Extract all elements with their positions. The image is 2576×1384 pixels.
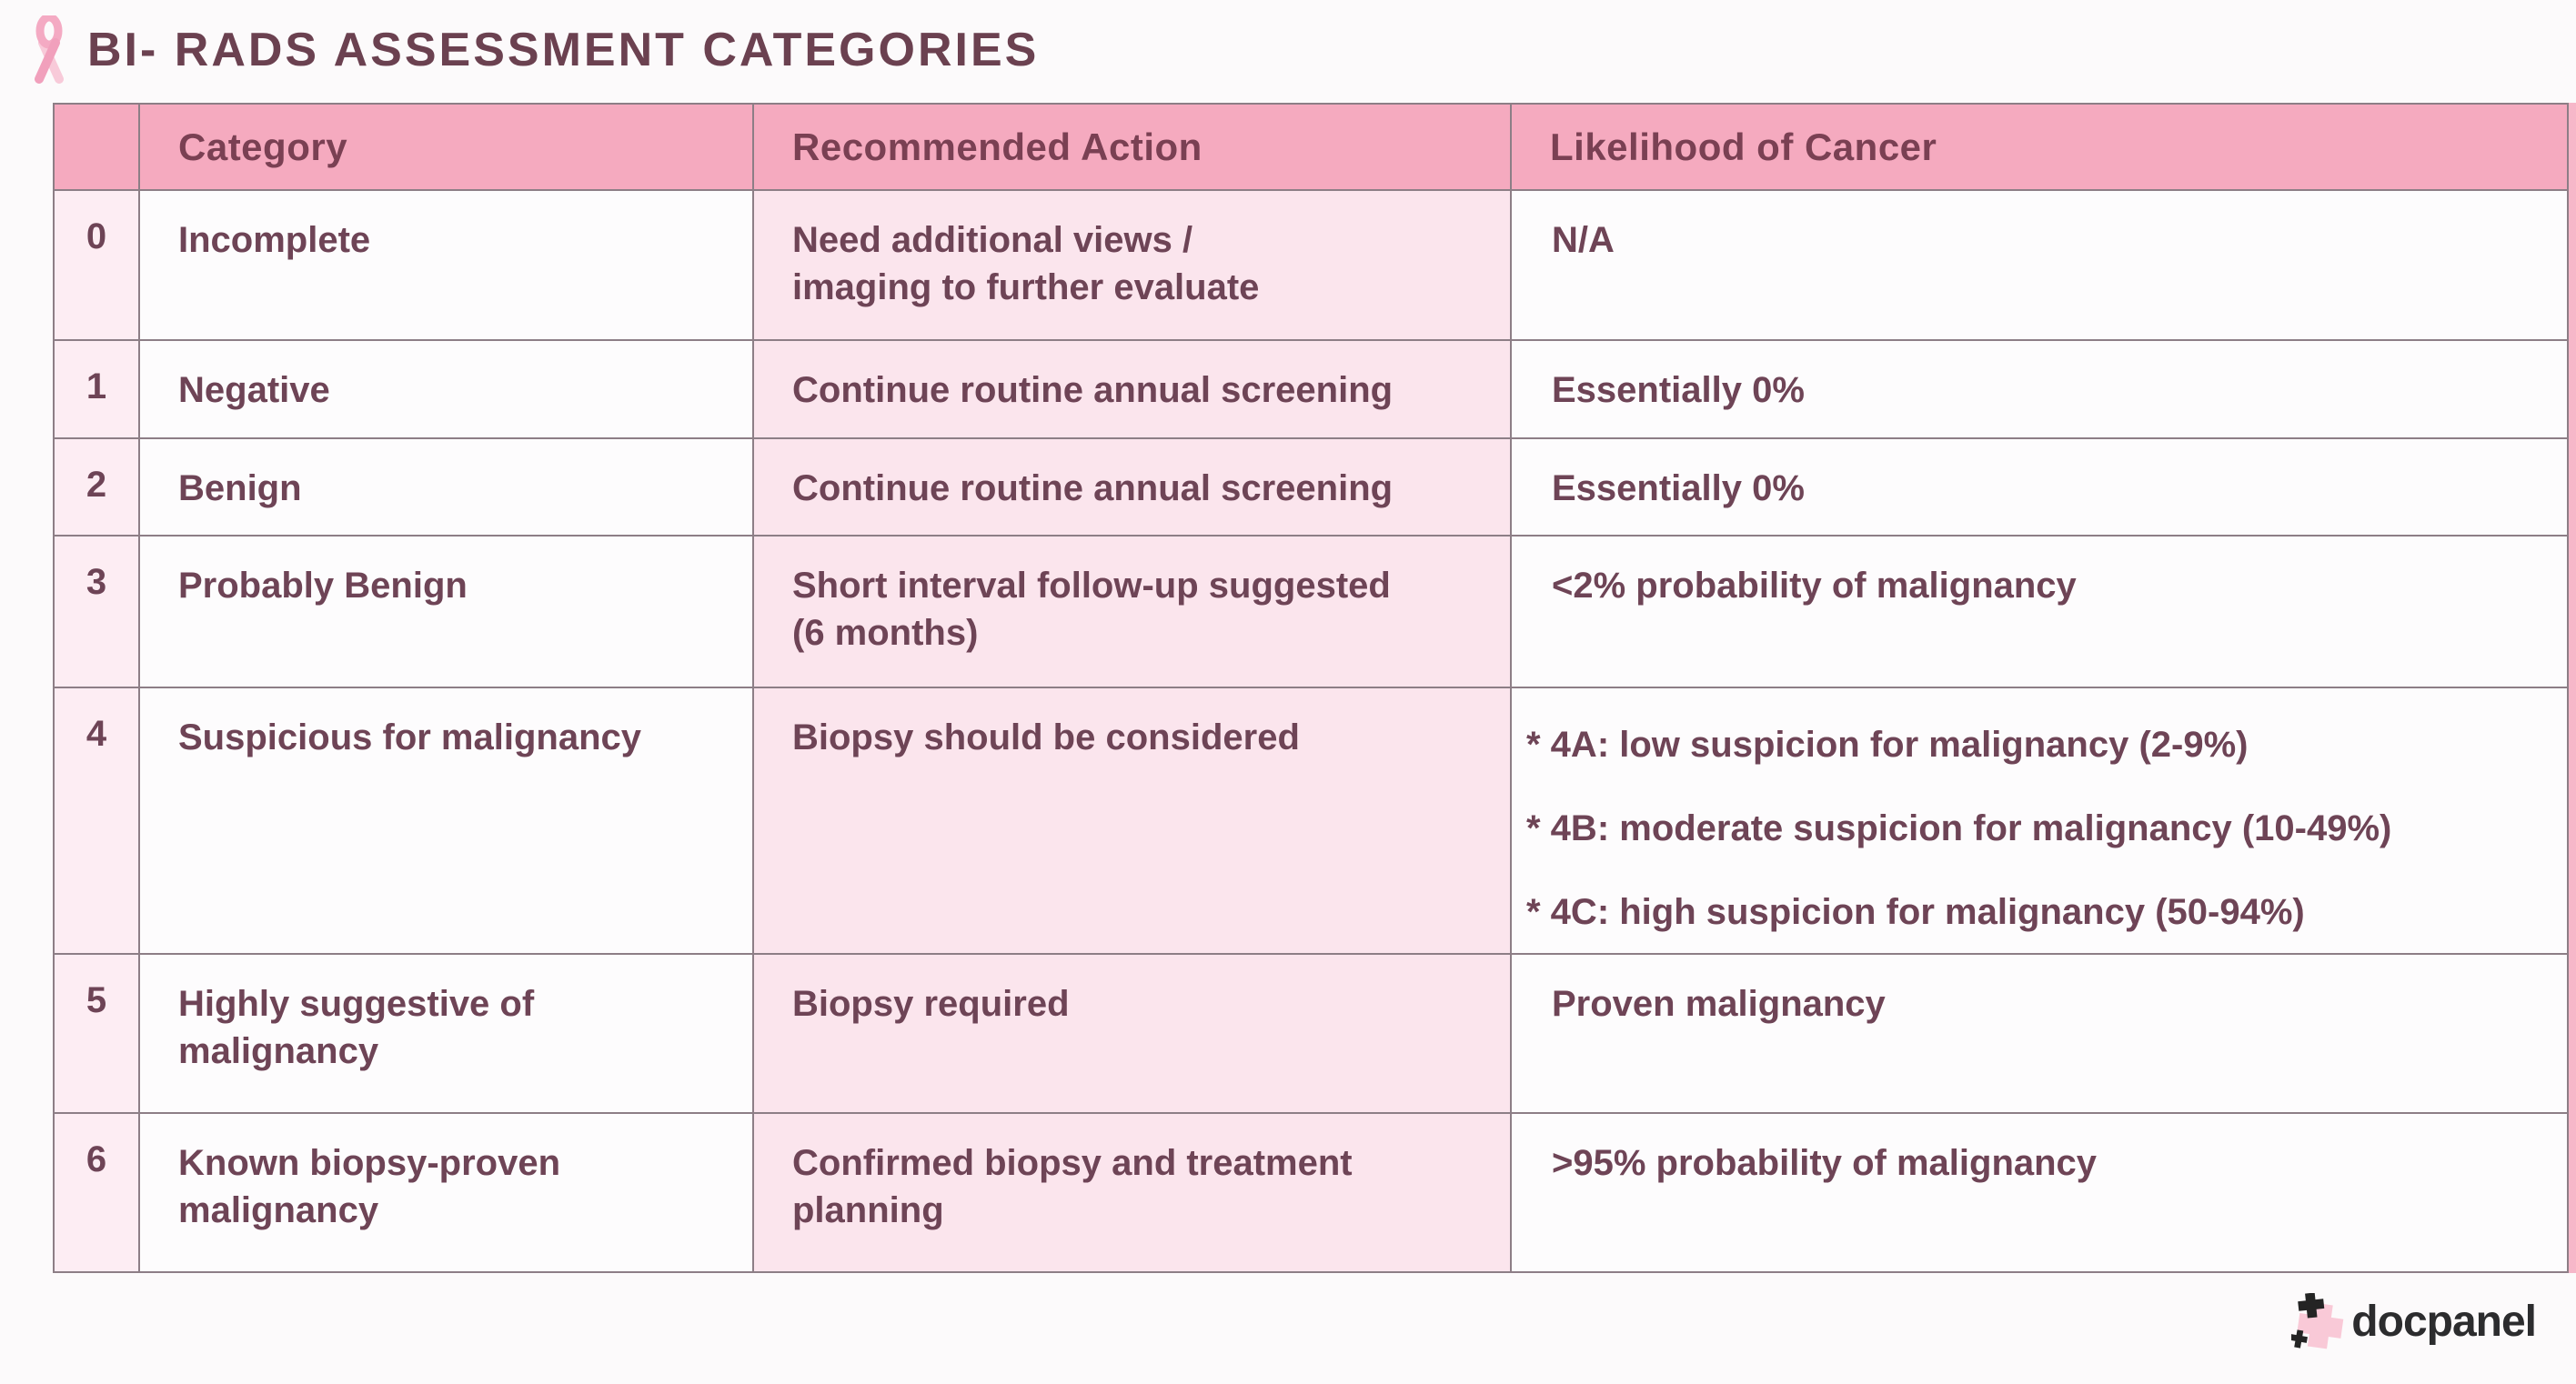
cell-text-line: malignancy	[178, 1190, 379, 1230]
recommended-action-cell: Confirmed biopsy and treatment planning	[754, 1114, 1512, 1273]
column-header-category: Category	[140, 105, 754, 191]
row-number-cell: 3	[55, 537, 140, 688]
cell-text-line: * 4B: moderate suspicion for malignancy …	[1526, 808, 2392, 848]
birads-table: Category Recommended Action Likelihood o…	[53, 103, 2569, 1273]
cell-text-line: Essentially 0%	[1552, 468, 1805, 508]
likelihood-cell: >95% probability of malignancy	[1512, 1114, 2569, 1273]
title-bar: BI- RADS ASSESSMENT CATEGORIES	[0, 0, 2576, 84]
cell-text-line: Continue routine annual screening	[792, 468, 1394, 508]
category-cell: Highly suggestive of malignancy	[140, 955, 754, 1114]
cell-text-line: <2% probability of malignancy	[1552, 566, 2077, 606]
recommended-action-cell: Short interval follow-up suggested (6 mon…	[754, 537, 1512, 688]
cell-text-line: planning	[792, 1190, 944, 1230]
row-number-cell: 0	[55, 191, 140, 341]
cell-text-line: Negative	[178, 370, 330, 410]
cell-text-line: Need additional views /	[792, 220, 1193, 260]
docpanel-logo: docpanel	[2291, 1293, 2537, 1349]
row-number-cell: 5	[55, 955, 140, 1114]
awareness-ribbon-icon	[35, 15, 64, 84]
cell-text-line: N/A	[1552, 220, 1615, 260]
column-header-index	[55, 105, 140, 191]
cell-text-line: Biopsy required	[792, 984, 1070, 1024]
cell-text-line: Incomplete	[178, 220, 371, 260]
cell-text-line: Confirmed biopsy and treatment	[792, 1143, 1353, 1183]
cell-text-line: Biopsy should be considered	[792, 717, 1300, 757]
likelihood-cell: Essentially 0%	[1512, 439, 2569, 537]
cell-text-line: Known biopsy-proven	[178, 1143, 560, 1183]
likelihood-cell: Essentially 0%	[1512, 341, 2569, 439]
recommended-action-cell: Biopsy should be considered	[754, 688, 1512, 955]
cell-text-line: Highly suggestive of	[178, 984, 535, 1024]
row-number-cell: 4	[55, 688, 140, 955]
cell-text-line: Continue routine annual screening	[792, 370, 1394, 410]
docpanel-logo-text: docpanel	[2351, 1297, 2537, 1346]
column-header-likelihood: Likelihood of Cancer	[1512, 105, 2569, 191]
cell-text-line: malignancy	[178, 1031, 379, 1071]
cell-text-line: Short interval follow-up suggested	[792, 566, 1391, 606]
likelihood-cell: * 4A: low suspicion for malignancy (2-9%…	[1512, 688, 2569, 955]
cell-text-line: Probably Benign	[178, 566, 468, 606]
recommended-action-cell: Need additional views / imaging to furthe…	[754, 191, 1512, 341]
recommended-action-cell: Continue routine annual screening	[754, 439, 1512, 537]
likelihood-cell: N/A	[1512, 191, 2569, 341]
category-cell: Probably Benign	[140, 537, 754, 688]
cell-text-line: Essentially 0%	[1552, 370, 1805, 410]
cell-text-line: Benign	[178, 468, 302, 508]
cell-text-line: Suspicious for malignancy	[178, 717, 642, 757]
cell-text-line: * 4C: high suspicion for malignancy (50-…	[1526, 892, 2305, 932]
cell-text-line: imaging to further evaluate	[792, 267, 1260, 307]
likelihood-cell: Proven malignancy	[1512, 955, 2569, 1114]
recommended-action-cell: Continue routine annual screening	[754, 341, 1512, 439]
cell-text-line: * 4A: low suspicion for malignancy (2-9%…	[1526, 725, 2249, 765]
row-number-cell: 1	[55, 341, 140, 439]
likelihood-cell: <2% probability of malignancy	[1512, 537, 2569, 688]
page-title: BI- RADS ASSESSMENT CATEGORIES	[87, 24, 1040, 76]
row-number-cell: 2	[55, 439, 140, 537]
cell-text-line: Proven malignancy	[1552, 984, 1886, 1024]
row-number-cell: 6	[55, 1114, 140, 1273]
cell-text-line: >95% probability of malignancy	[1552, 1143, 2098, 1183]
cell-text-line: (6 months)	[792, 613, 979, 653]
category-cell: Incomplete	[140, 191, 754, 341]
category-cell: Suspicious for malignancy	[140, 688, 754, 955]
recommended-action-cell: Biopsy required	[754, 955, 1512, 1114]
category-cell: Benign	[140, 439, 754, 537]
docpanel-plus-icon	[2291, 1293, 2344, 1349]
column-header-recommended-action: Recommended Action	[754, 105, 1512, 191]
category-cell: Negative	[140, 341, 754, 439]
category-cell: Known biopsy-proven malignancy	[140, 1114, 754, 1273]
